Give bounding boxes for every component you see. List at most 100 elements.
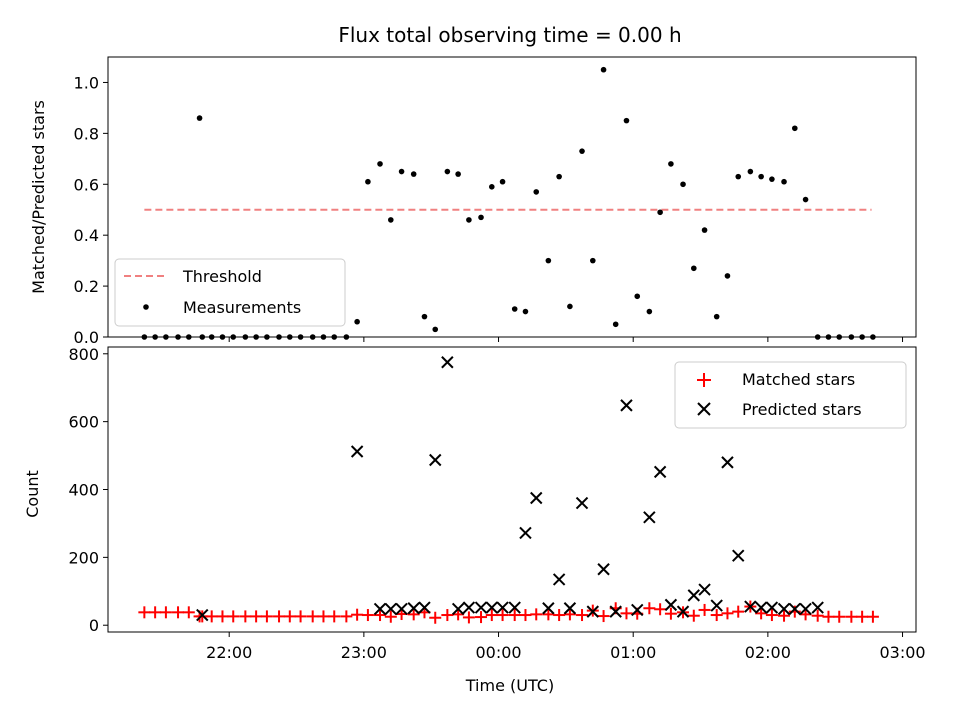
matched-star-point <box>811 609 824 622</box>
bottom-legend-box <box>674 361 907 429</box>
matched-star-point <box>620 607 633 620</box>
predicted-star-point <box>384 602 398 616</box>
matched-star-point <box>340 610 353 623</box>
matched-star-point <box>205 610 218 623</box>
bottom-x-axis: 22:00 23:00 00:00 01:00 02:00 03:00 <box>206 632 926 662</box>
top-legend-box <box>114 258 346 327</box>
predicted-star-point <box>765 601 779 614</box>
top-y-axis-label: Matched/Predicted stars <box>29 100 48 294</box>
top-y-axis: 0.0 0.2 0.4 0.6 0.8 1.0 <box>74 73 108 347</box>
top-x-axis <box>228 337 904 342</box>
measurement-point <box>579 148 585 154</box>
top-plot-area <box>141 66 876 340</box>
predicted-star-point <box>519 526 532 540</box>
measurement-point <box>499 178 506 185</box>
predicted-star-point <box>609 605 622 618</box>
predicted-star-point <box>811 601 824 614</box>
measurement-point <box>623 117 630 124</box>
measurement-point <box>646 308 653 315</box>
predicted-star-point <box>530 491 543 505</box>
measurement-point <box>478 214 484 221</box>
measurement-point <box>398 168 405 175</box>
matched-star-point <box>710 609 723 622</box>
matched-star-point <box>643 602 656 615</box>
predicted-star-point <box>754 601 768 614</box>
predicted-star-point <box>429 453 442 467</box>
matched-star-point <box>273 610 286 623</box>
x-tick-label: 00:00 <box>475 643 521 662</box>
measurement-point <box>444 168 451 175</box>
predicted-star-point <box>721 456 734 469</box>
x-tick-label: 02:00 <box>745 643 791 662</box>
legend-predicted-swatch <box>697 402 711 416</box>
predicted-star-point <box>744 600 757 613</box>
predicted-star-point <box>196 608 209 622</box>
matched-star-point <box>250 610 263 623</box>
top-y-tick-label: 1.0 <box>74 73 99 92</box>
matched-star-point <box>260 610 273 623</box>
matched-star-point <box>519 609 532 622</box>
top-legend: Threshold Measurements <box>114 258 346 327</box>
predicted-star-point <box>799 602 812 616</box>
measurement-point <box>802 196 809 203</box>
measurement-point <box>713 313 720 320</box>
measurement-point <box>489 184 495 190</box>
predicted-star-point <box>777 602 791 616</box>
matched-star-point <box>845 610 858 623</box>
predicted-star-point <box>643 511 656 524</box>
matched-star-point <box>159 606 172 619</box>
legend-measurements-swatch <box>143 304 149 310</box>
measurement-point <box>792 125 798 132</box>
matched-star-point <box>563 608 576 621</box>
predicted-star-point <box>508 601 521 614</box>
matched-star-point <box>508 609 521 622</box>
measurement-point <box>769 176 775 182</box>
measurement-point <box>612 321 619 328</box>
predicted-star-point <box>350 445 364 458</box>
legend-matched-swatch <box>697 373 711 387</box>
bottom-y-tick-label: 0 <box>89 616 99 635</box>
top-y-tick-label: 0.6 <box>74 175 99 194</box>
matched-star-point <box>216 610 229 623</box>
predicted-star-point <box>496 601 509 614</box>
matched-star-point <box>664 607 677 620</box>
top-axes-frame <box>107 56 917 338</box>
matched-star-point <box>687 609 700 622</box>
matched-star-point <box>856 610 869 623</box>
bottom-plot-area <box>138 356 879 624</box>
matched-star-point <box>441 609 454 622</box>
predicted-star-point <box>474 601 488 614</box>
measurement-point <box>432 326 439 333</box>
matched-star-point <box>306 610 319 623</box>
predicted-star-point <box>698 583 711 596</box>
matched-star-point <box>351 608 364 621</box>
measurement-point <box>735 173 742 180</box>
measurement-point <box>410 171 417 177</box>
matched-star-point <box>317 610 330 623</box>
matched-star-point <box>597 610 610 623</box>
top-y-tick-label: 0.2 <box>74 277 99 296</box>
bottom-y-tick-label: 600 <box>68 413 99 432</box>
x-tick-label: 22:00 <box>206 643 252 662</box>
legend-predicted-label: Predicted stars <box>742 400 862 419</box>
predicted-star-point <box>653 465 667 479</box>
matched-star-point <box>698 603 711 616</box>
predicted-star-point <box>597 563 610 576</box>
predicted-star-point <box>542 602 555 615</box>
bottom-y-tick-label: 800 <box>68 345 99 364</box>
matched-star-point <box>283 610 296 623</box>
predicted-star-point <box>788 602 802 616</box>
matched-star-point <box>149 606 162 619</box>
predicted-star-point <box>563 602 577 615</box>
top-y-tick-label: 0.8 <box>74 124 99 143</box>
top-y-tick-label: 0.4 <box>74 226 99 245</box>
predicted-star-point <box>620 399 633 412</box>
matched-star-point <box>328 610 341 623</box>
measurement-point <box>747 168 754 175</box>
predicted-star-point <box>552 573 566 586</box>
bottom-y-axis: 0 200 400 600 800 <box>68 345 108 635</box>
predicted-star-point <box>575 496 589 510</box>
predicted-star-point <box>373 602 387 616</box>
measurement-point <box>196 115 203 121</box>
predicted-star-point <box>586 605 600 618</box>
